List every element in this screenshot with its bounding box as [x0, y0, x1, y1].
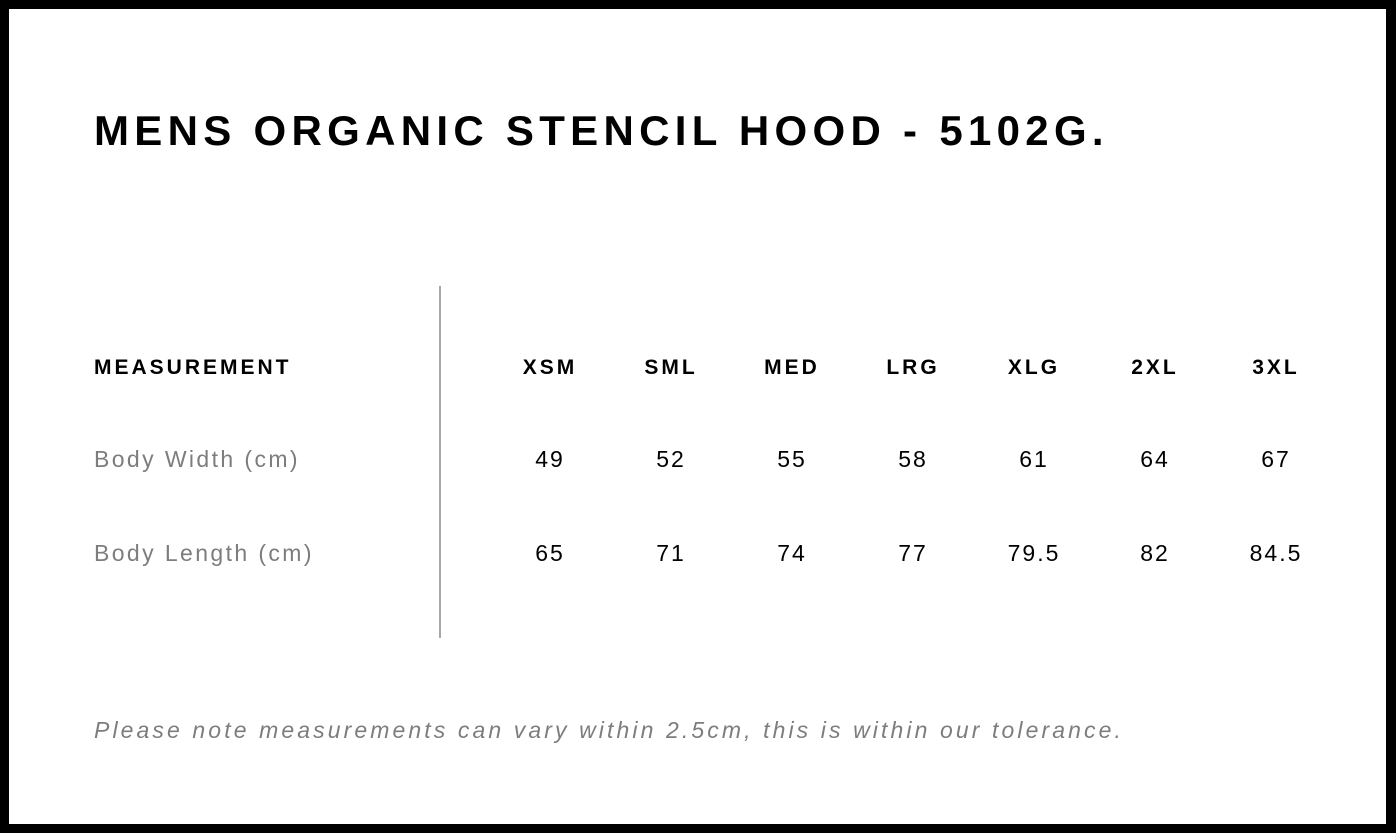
table-cell: 79.5: [1007, 540, 1061, 566]
table-cell: 74: [777, 540, 807, 566]
table-cell: 71: [656, 540, 686, 566]
table-cell: 58: [898, 446, 928, 472]
column-divider: [439, 286, 441, 638]
size-header-med: MED: [764, 356, 820, 379]
size-header-sml: SML: [644, 356, 698, 379]
tolerance-note: Please note measurements can vary within…: [94, 717, 1125, 743]
size-chart-card: MENS ORGANIC STENCIL HOOD - 5102G. MEASU…: [9, 9, 1386, 824]
table-cell: 64: [1140, 446, 1170, 472]
size-header-3xl: 3XL: [1252, 356, 1300, 379]
table-cell: 84.5: [1249, 540, 1303, 566]
table-cell: 61: [1019, 446, 1049, 472]
measurement-header: MEASUREMENT: [94, 356, 292, 379]
size-header-2xl: 2XL: [1131, 356, 1179, 379]
size-header-lrg: LRG: [886, 356, 940, 379]
size-header-xsm: XSM: [522, 356, 578, 379]
table-cell: 65: [535, 540, 565, 566]
table-cell: 52: [656, 446, 686, 472]
page-title: MENS ORGANIC STENCIL HOOD - 5102G.: [94, 107, 1109, 154]
table-cell: 49: [535, 446, 565, 472]
table-cell: 67: [1261, 446, 1291, 472]
table-cell: 55: [777, 446, 807, 472]
table-cell: 82: [1140, 540, 1170, 566]
row-label-body-width: Body Width (cm): [94, 446, 300, 472]
row-label-body-length: Body Length (cm): [94, 540, 314, 566]
size-header-xlg: XLG: [1007, 356, 1061, 379]
table-cell: 77: [898, 540, 928, 566]
